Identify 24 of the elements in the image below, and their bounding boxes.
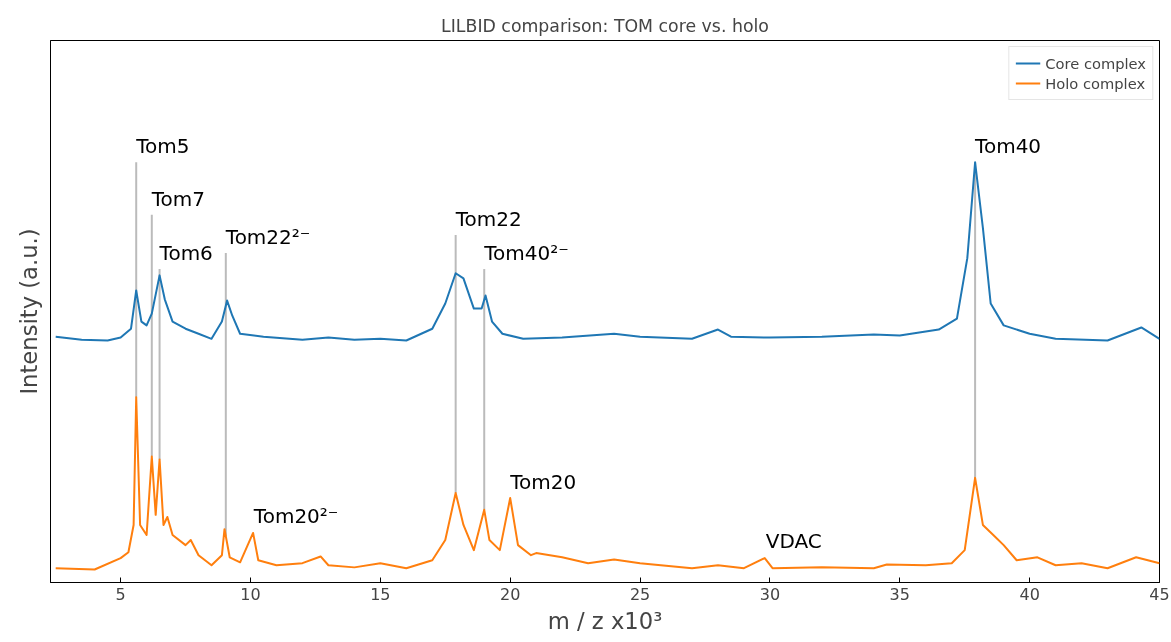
annotation: Tom22 [454, 207, 522, 232]
x-tick-label: 45 [1149, 584, 1170, 604]
chart-title: LILBID comparison: TOM core vs. holo [441, 15, 769, 36]
x-tick-label: 5 [115, 584, 126, 604]
x-tick-label: 35 [889, 584, 910, 604]
x-tick-label: 40 [1019, 584, 1040, 604]
legend-label: Core complex [1045, 54, 1146, 72]
annotation: Tom20 [509, 470, 577, 495]
annotation: Tom40 [974, 134, 1042, 159]
annotation: VDAC [765, 529, 822, 554]
x-axis-title: m / z x10³ [547, 607, 663, 634]
annotation: Tom40²⁻ [483, 241, 569, 266]
annotation: Tom20²⁻ [252, 504, 339, 529]
x-tick-label: 15 [370, 584, 391, 604]
x-tick-label: 30 [759, 584, 781, 604]
y-axis-title: Intensity (a.u.) [15, 228, 42, 395]
x-tick-label: 20 [500, 584, 521, 604]
x-tick-label: 10 [240, 584, 261, 604]
annotation: Tom7 [150, 186, 206, 211]
annotation: Tom22²⁻ [224, 225, 311, 250]
legend-label: Holo complex [1045, 74, 1146, 92]
annotation: Tom6 [158, 241, 213, 266]
annotation: Tom5 [135, 134, 190, 159]
x-tick-label: 25 [629, 584, 651, 604]
